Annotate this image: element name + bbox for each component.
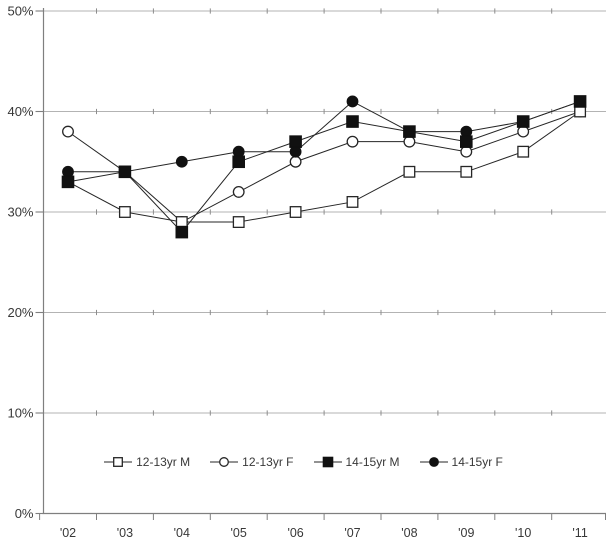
marker-filled-circle <box>232 145 245 158</box>
marker-open-square <box>346 195 359 208</box>
marker-open-circle <box>346 135 359 148</box>
marker-open-circle <box>62 125 74 138</box>
marker-open-square <box>232 216 245 229</box>
y-axis-tick-label: 20% <box>7 305 33 320</box>
legend-label: 12-13yr F <box>242 455 294 469</box>
marker-filled-circle <box>428 457 439 467</box>
marker-open-square <box>175 216 188 229</box>
marker-open-square <box>113 457 124 467</box>
x-axis-tick-label: '06 <box>287 526 303 540</box>
series-markers-14-15yr-f <box>62 95 586 178</box>
marker-filled-square <box>460 135 473 148</box>
marker-filled-square <box>118 165 132 179</box>
marker-open-circle <box>460 145 473 158</box>
marker-open-square <box>517 145 530 158</box>
marker-filled-circle <box>460 125 473 138</box>
marker-open-circle <box>289 155 302 168</box>
series-line-14-15yr-m <box>67 100 581 233</box>
x-axis-tick-label: '07 <box>344 526 360 540</box>
legend-item-12-13yr-f: 12-13yr F <box>209 455 294 469</box>
series-line-14-15yr-f <box>68 100 581 173</box>
series-markers-14-15yr-m <box>61 95 587 239</box>
y-axis-tick-label: 30% <box>7 205 33 220</box>
marker-open-square <box>118 206 131 218</box>
marker-filled-circle <box>175 155 188 168</box>
legend-item-12-13yr-m: 12-13yr M <box>103 455 190 469</box>
marker-filled-square <box>61 175 75 189</box>
marker-filled-circle <box>289 145 302 158</box>
marker-open-square <box>403 165 416 178</box>
legend-label: 14-15yr M <box>345 455 400 469</box>
x-axis-tick-label: '05 <box>231 526 247 540</box>
series-markers-12-13yr-m <box>62 105 587 229</box>
x-axis-tick-label: '03 <box>117 526 133 540</box>
x-axis-tick-label: '10 <box>515 526 531 540</box>
legend-marker-circle-open-icon <box>210 457 239 467</box>
x-axis-tick-label: '04 <box>174 526 190 540</box>
marker-open-circle <box>219 457 230 467</box>
legend-item-14-15yr-f: 14-15yr F <box>419 455 503 469</box>
marker-filled-square <box>403 125 416 138</box>
x-axis-tick-label: '09 <box>458 526 474 540</box>
marker-filled-square <box>346 115 359 128</box>
chart-legend: 12-13yr M 12-13yr F 14-15yr M 14-15yr F <box>0 451 606 473</box>
marker-filled-square <box>322 456 333 468</box>
marker-filled-circle <box>346 95 359 108</box>
marker-filled-square <box>289 135 302 148</box>
marker-filled-square <box>573 95 587 108</box>
legend-marker-square-filled-icon <box>313 456 342 468</box>
y-axis-tick-label: 0% <box>15 506 34 521</box>
series-line-12-13yr-m <box>67 111 581 223</box>
series-line-12-13yr-f <box>67 111 581 223</box>
legend-marker-square-open-icon <box>104 457 133 467</box>
y-axis-tick-label: 50% <box>7 4 33 19</box>
marker-open-circle <box>517 125 530 138</box>
marker-open-square <box>460 165 473 178</box>
marker-open-square <box>289 206 302 218</box>
marker-open-square <box>574 105 587 118</box>
x-axis-tick-label: '08 <box>401 526 417 540</box>
y-axis-tick-label: 40% <box>7 104 33 119</box>
marker-filled-square <box>232 155 245 169</box>
legend-label: 14-15yr F <box>451 455 503 469</box>
marker-filled-circle <box>62 165 74 178</box>
marker-filled-square <box>516 115 530 128</box>
marker-open-circle <box>232 185 245 198</box>
legend-label: 12-13yr M <box>136 455 191 469</box>
y-axis-tick-label: 10% <box>7 406 33 421</box>
marker-open-circle <box>403 135 416 148</box>
legend-marker-circle-filled-icon <box>419 457 448 467</box>
marker-filled-square <box>175 225 189 239</box>
x-axis-tick-label: '02 <box>60 526 76 540</box>
legend-item-14-15yr-m: 14-15yr M <box>313 455 400 469</box>
x-axis-tick-label: '11 <box>572 526 587 540</box>
